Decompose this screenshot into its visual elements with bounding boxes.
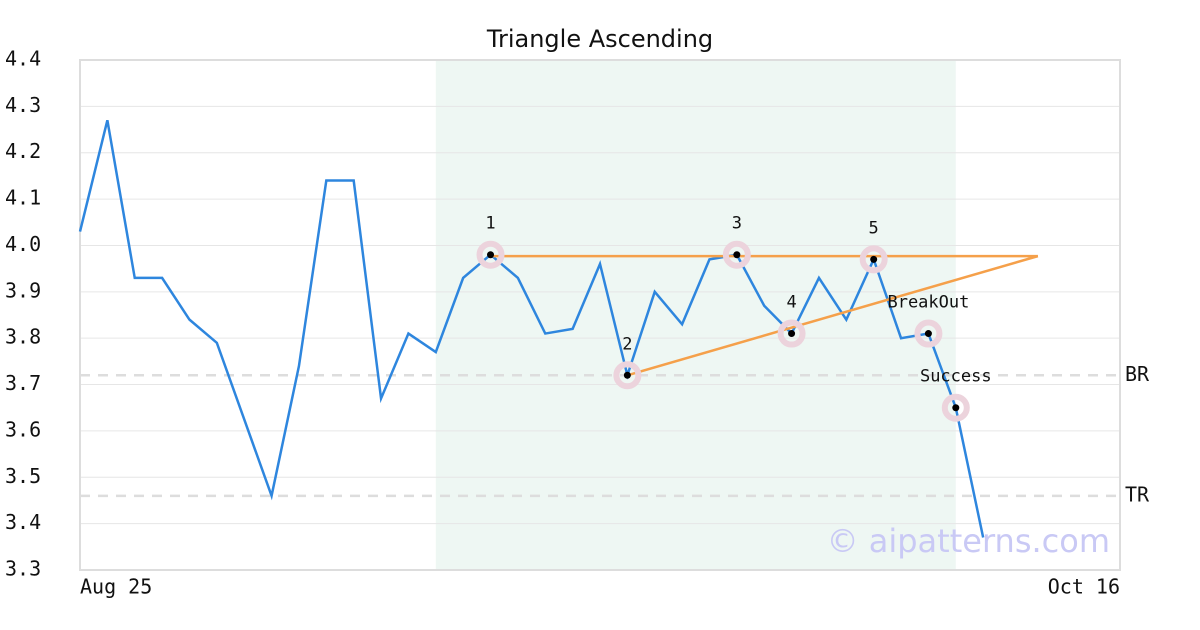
chart-title: Triangle Ascending xyxy=(486,25,713,53)
x-tick-label: Oct 16 xyxy=(1048,575,1120,599)
pattern-point xyxy=(952,404,960,412)
plot-frame xyxy=(79,59,1121,571)
pattern-point-label: BreakOut xyxy=(887,293,969,313)
watermark: © aipatterns.com xyxy=(827,522,1110,560)
pattern-point-label: 2 xyxy=(622,334,632,354)
level-label: BR xyxy=(1125,362,1150,386)
y-tick-label: 3.4 xyxy=(5,510,41,534)
pattern-point-label: 5 xyxy=(869,218,879,238)
pattern-point-label: 3 xyxy=(732,214,742,234)
pattern-point xyxy=(924,330,932,338)
x-tick-label: Aug 25 xyxy=(80,575,152,599)
pattern-point xyxy=(487,251,495,259)
pattern-point-label: Success xyxy=(920,367,992,387)
pattern-point xyxy=(623,371,631,379)
y-tick-label: 3.7 xyxy=(5,371,41,395)
pattern-point-halo xyxy=(476,240,505,269)
pattern-point-label: 4 xyxy=(786,293,796,313)
y-tick-label: 3.3 xyxy=(5,557,41,581)
pattern-point-halo xyxy=(859,245,888,274)
pattern-point-halo xyxy=(941,393,970,422)
y-tick-label: 4.1 xyxy=(5,186,41,210)
pattern-point-label: 1 xyxy=(485,214,495,234)
pattern-point-halo xyxy=(914,319,943,348)
pattern-region xyxy=(435,60,956,570)
pattern-point xyxy=(733,251,741,259)
y-tick-label: 4.2 xyxy=(5,139,41,163)
pattern-point xyxy=(870,255,878,263)
y-tick-label: 3.6 xyxy=(5,417,41,441)
y-tick-label: 4.4 xyxy=(5,47,41,71)
pattern-point xyxy=(788,330,796,338)
pattern-point-halo xyxy=(777,319,806,348)
price-line xyxy=(78,119,985,538)
y-tick-label: 4.3 xyxy=(5,93,41,117)
pattern-point-halo xyxy=(613,361,642,390)
y-tick-label: 4.0 xyxy=(5,232,41,256)
y-tick-label: 3.5 xyxy=(5,464,41,488)
pattern-line xyxy=(627,254,1039,377)
y-tick-label: 3.8 xyxy=(5,325,41,349)
y-tick-label: 3.9 xyxy=(5,278,41,302)
level-label: TR xyxy=(1125,482,1150,506)
pattern-point-halo xyxy=(722,240,751,269)
